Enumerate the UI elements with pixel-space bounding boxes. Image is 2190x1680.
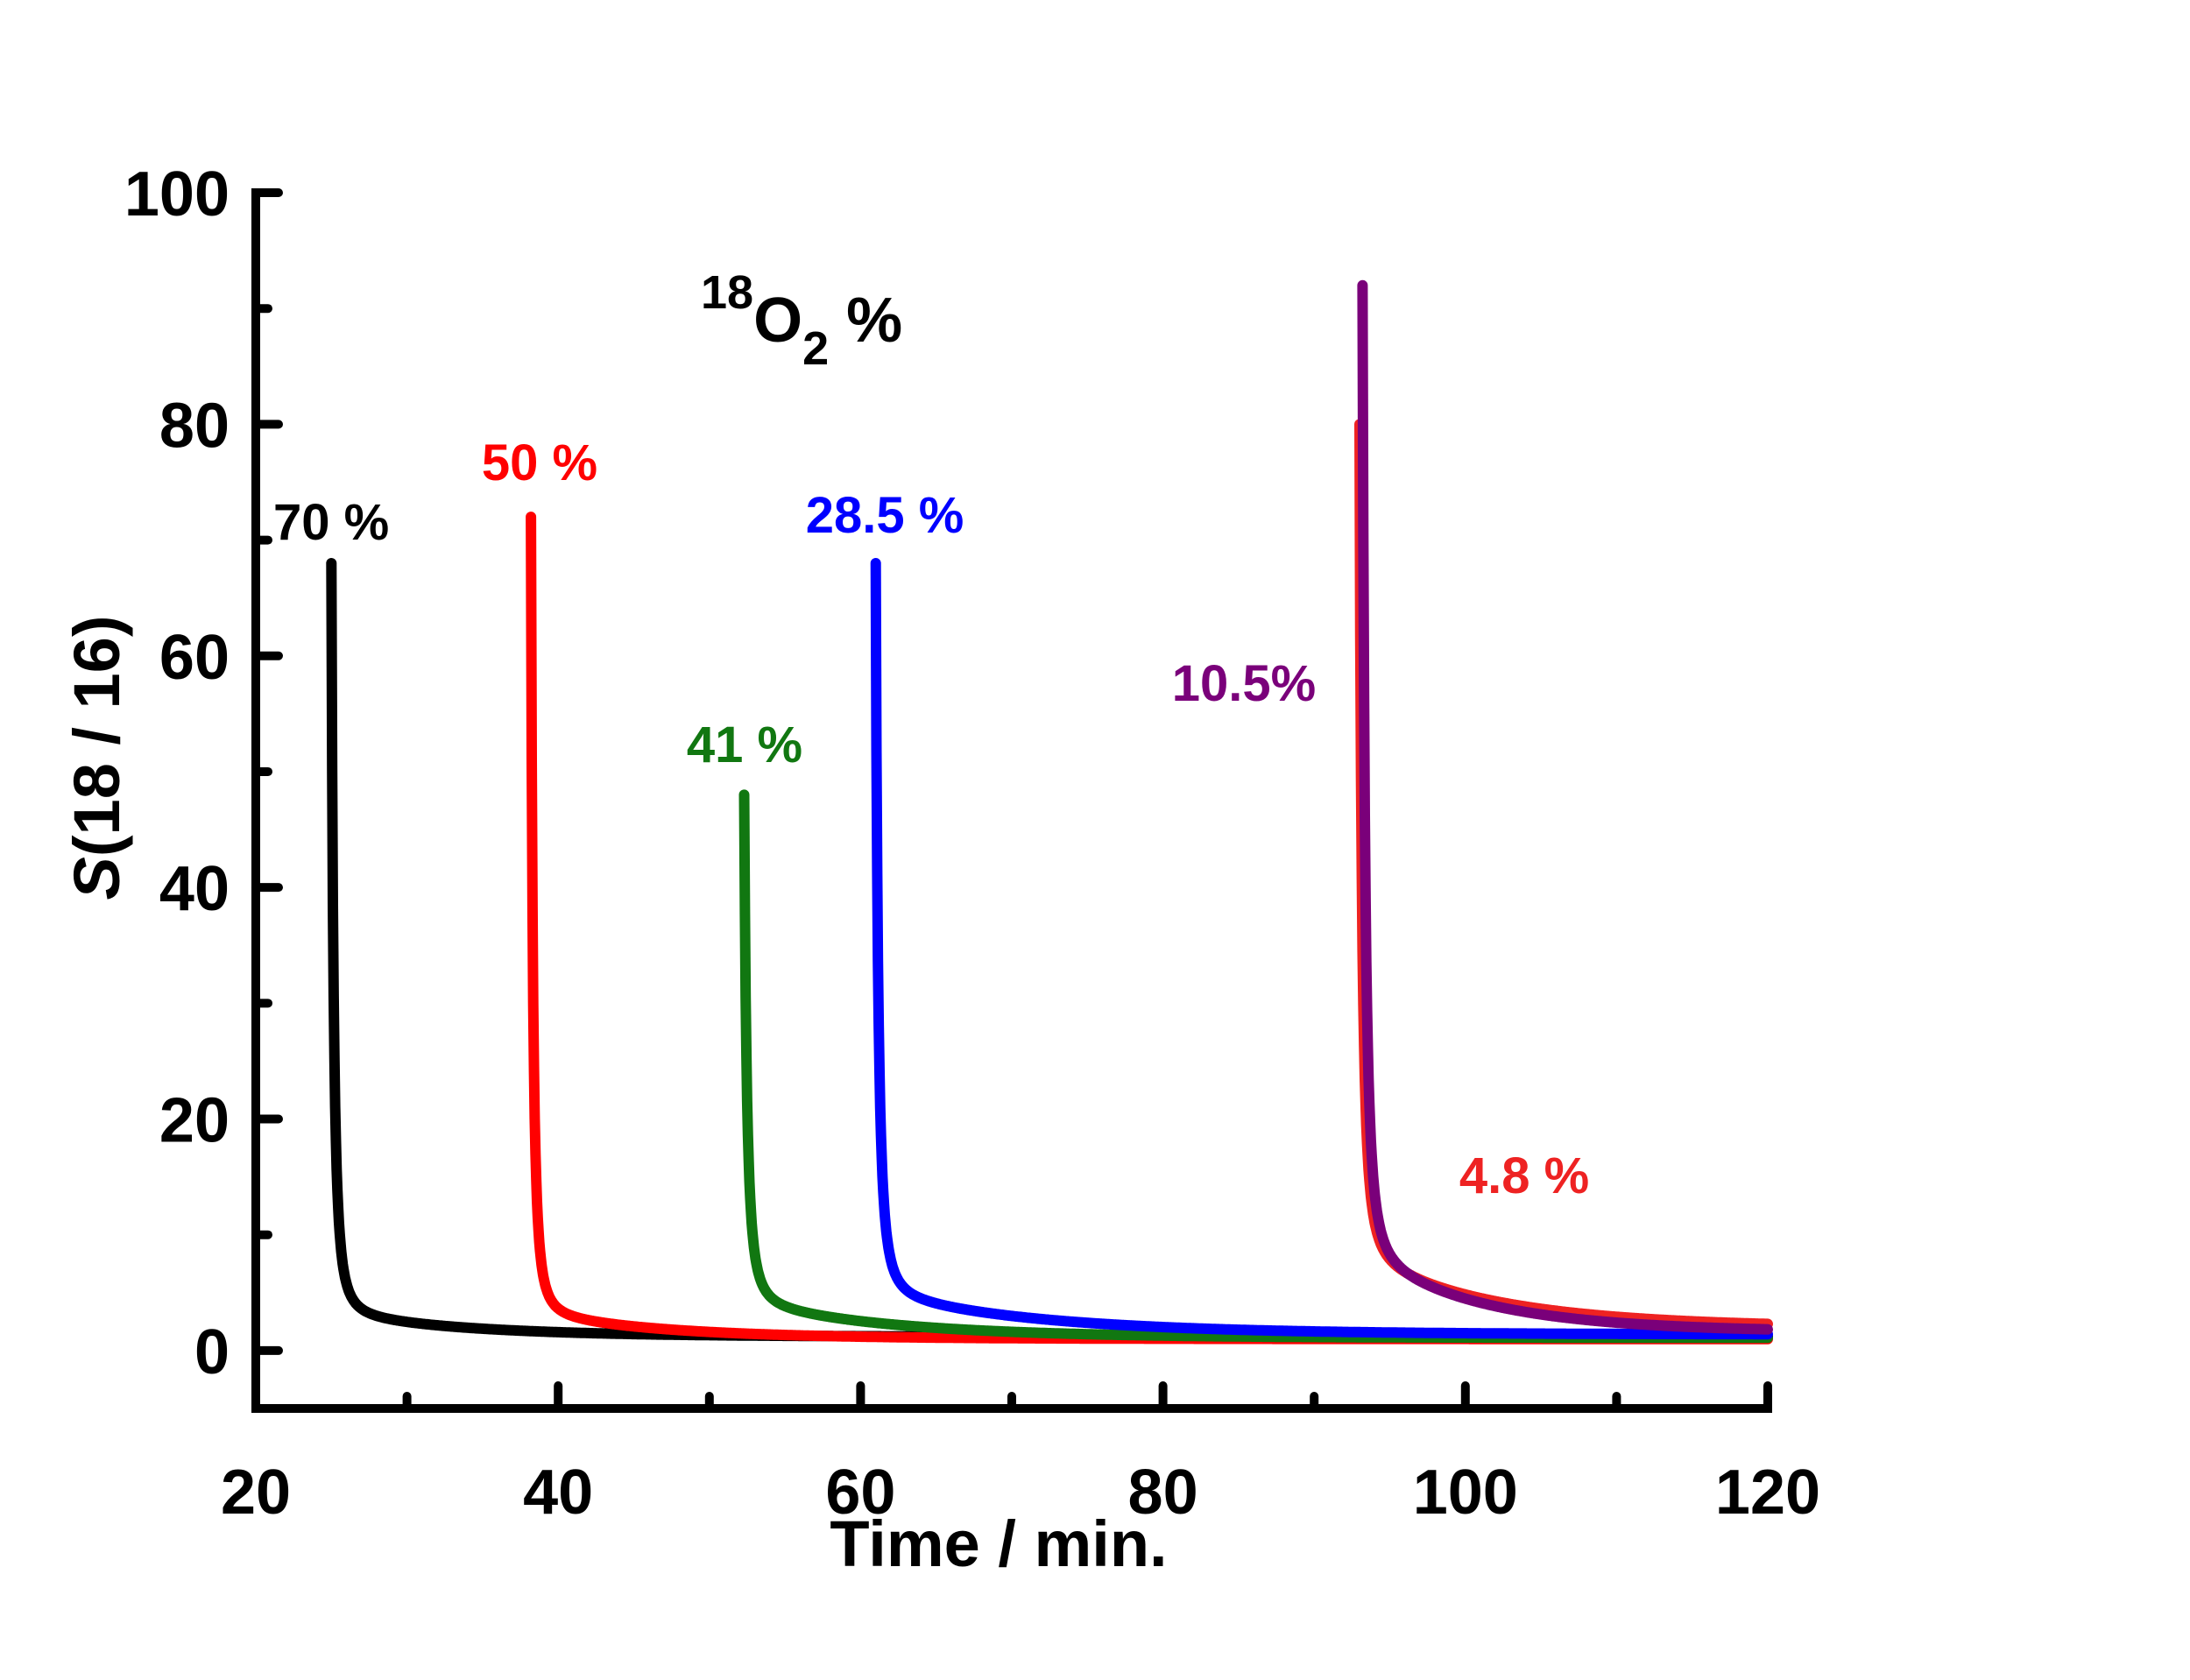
series-line-2 (738, 789, 1773, 1344)
isotope-annotation: 18O2 % (701, 266, 902, 375)
labels-layer: 70 % 50 % 41 % 28.5 % 4.8 % 10.5% (273, 434, 1589, 1204)
x-tick-label: 100 (1413, 1458, 1518, 1528)
y-tick-label: 100 (124, 159, 230, 229)
series-label-1: 50 % (482, 434, 597, 491)
series-layer (326, 279, 1773, 1345)
x-tick-label: 20 (221, 1458, 291, 1528)
series-line-3 (870, 558, 1773, 1340)
y-axis-title-rest: (18 / 16) (60, 616, 133, 858)
isotope-annotation-sup: 18 (701, 266, 753, 319)
svg-text:S(18 / 16): S(18 / 16) (60, 616, 133, 900)
ticks-layer: 20 40 60 80 100 120 0 20 40 60 80 100 (124, 159, 1820, 1528)
series-label-0: 70 % (273, 494, 389, 551)
isotope-annotation-sub: 2 (802, 322, 829, 375)
y-axis-title: S(18 / 16) (60, 616, 133, 900)
x-axis-title: Time / min. (830, 1507, 1167, 1580)
x-tick-label: 80 (1128, 1458, 1198, 1528)
series-line-5 (1357, 279, 1773, 1335)
y-tick-label: 20 (159, 1086, 230, 1156)
x-tick-label: 60 (825, 1458, 895, 1528)
x-tick-label: 120 (1715, 1458, 1820, 1528)
series-label-4: 4.8 % (1459, 1147, 1589, 1204)
isotope-annotation-suffix: % (829, 286, 902, 356)
y-tick-label: 80 (159, 391, 230, 461)
series-label-3: 28.5 % (806, 487, 964, 544)
y-axis-title-italic: S (60, 857, 133, 900)
series-line-1 (526, 512, 1773, 1345)
isotope-annotation-main: O (753, 286, 802, 356)
y-tick-label: 60 (159, 623, 230, 693)
series-label-2: 41 % (687, 716, 802, 773)
axes-layer (251, 188, 1772, 1413)
series-line-0 (326, 558, 1773, 1342)
y-tick-label: 40 (159, 854, 230, 924)
y-tick-label: 0 (194, 1317, 230, 1387)
x-tick-label: 40 (523, 1458, 593, 1528)
series-label-5: 10.5% (1172, 655, 1316, 712)
